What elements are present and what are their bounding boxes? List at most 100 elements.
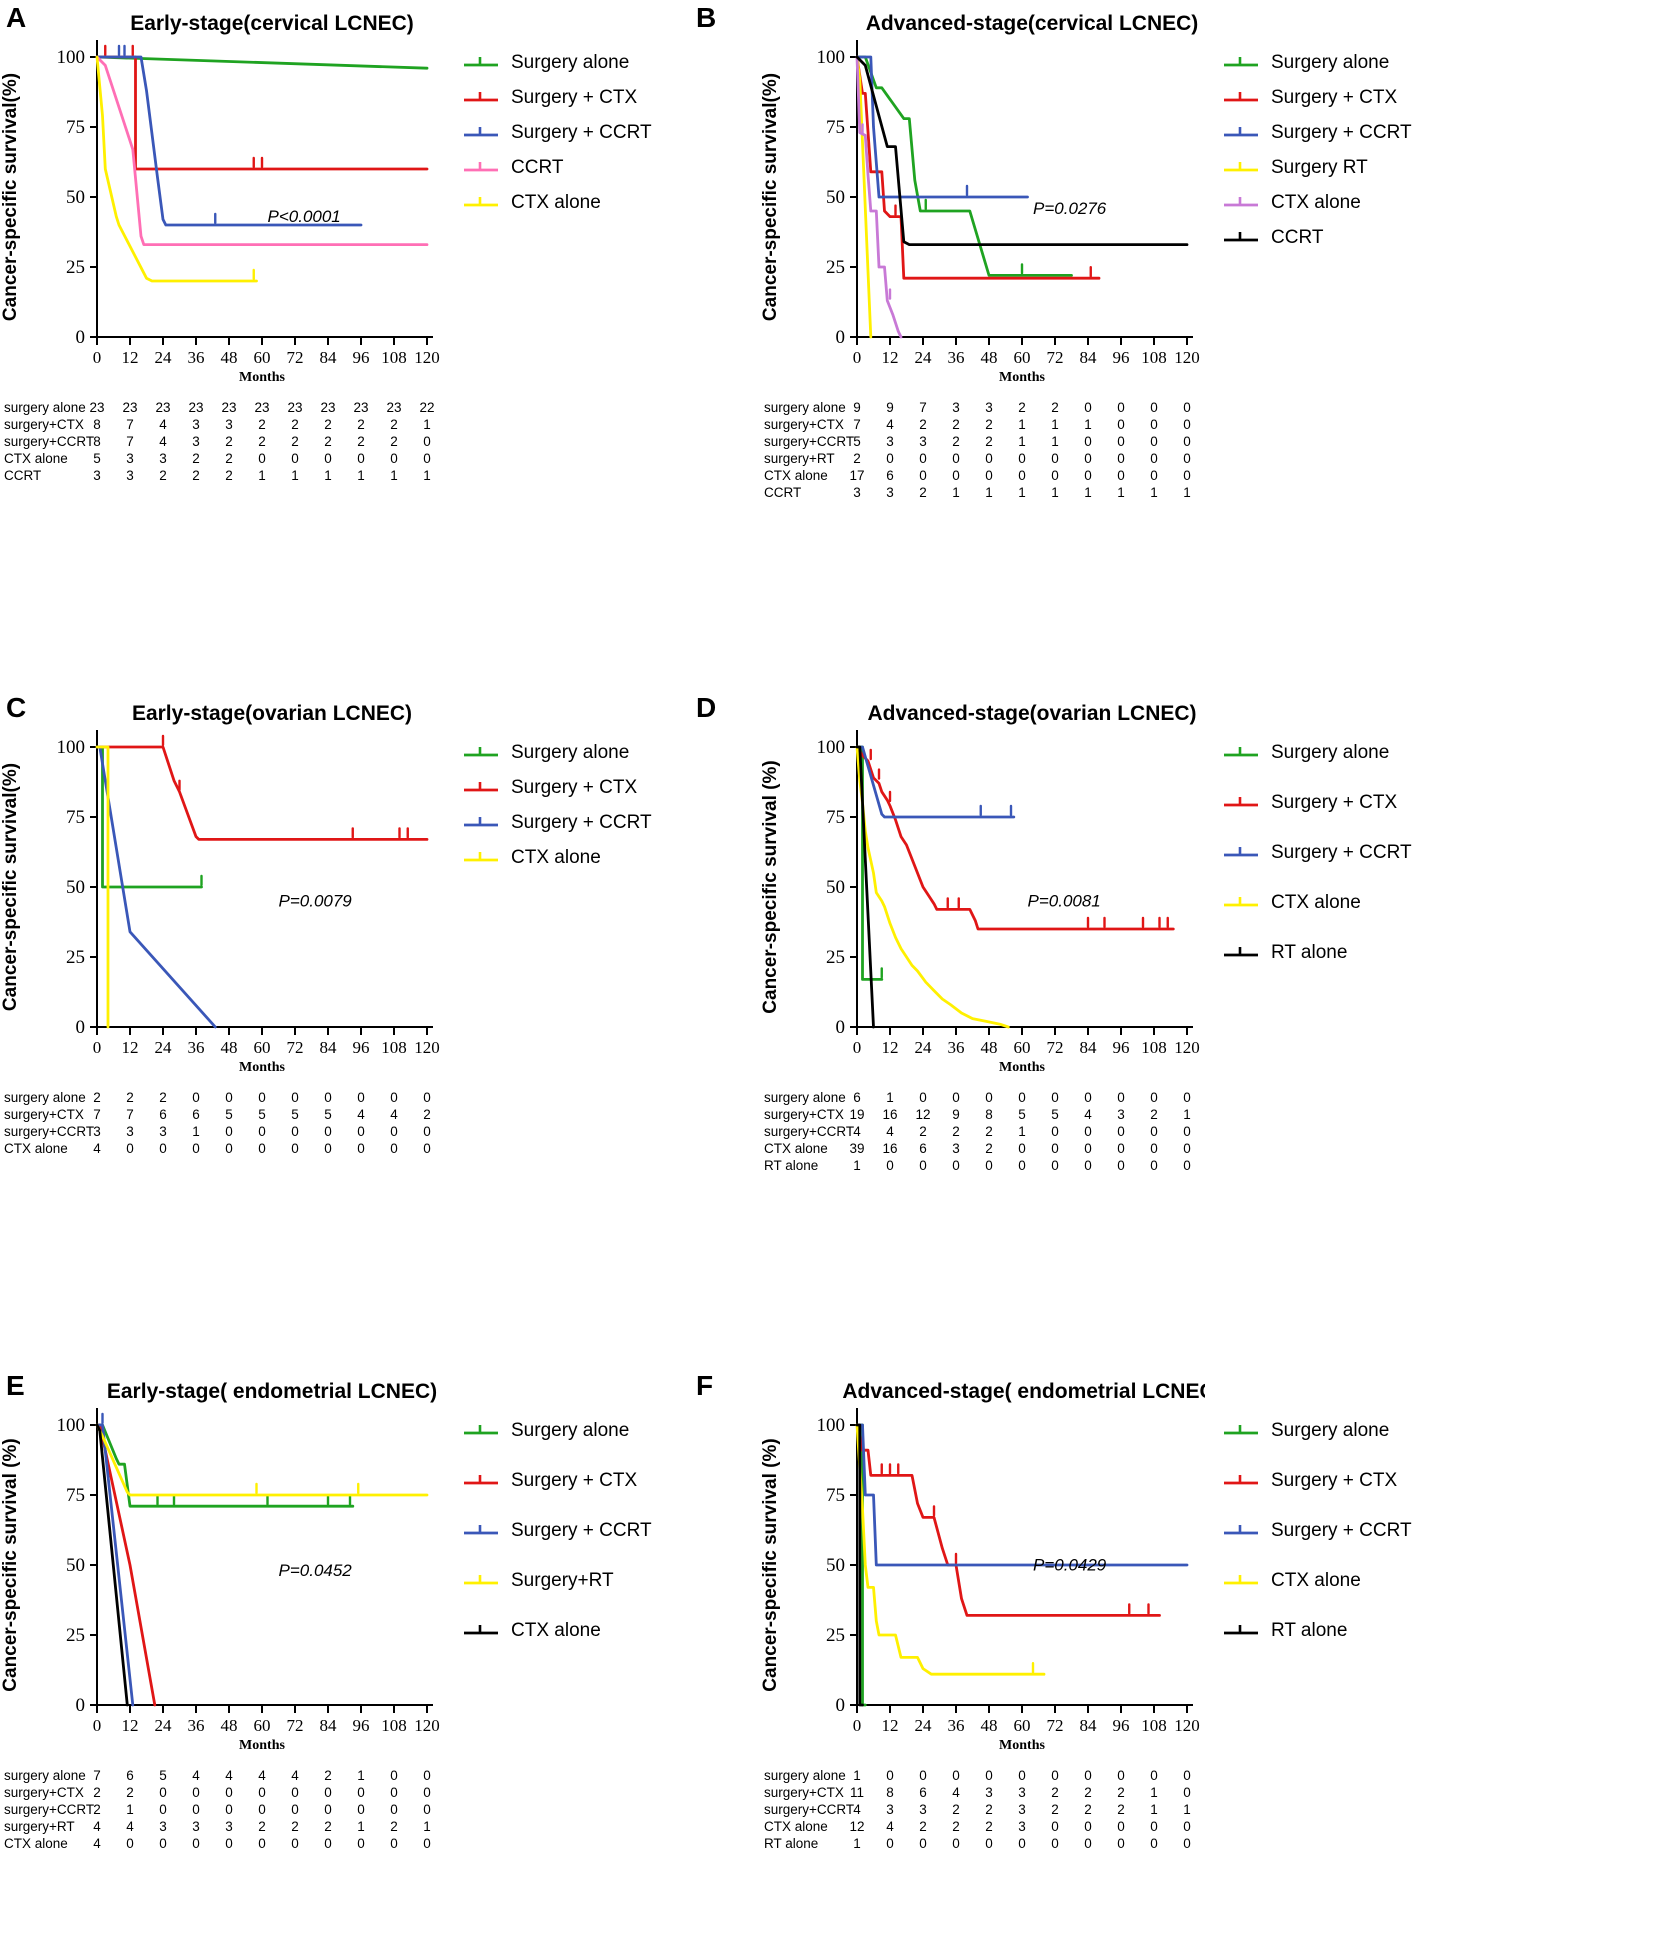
- svg-text:0: 0: [1084, 1090, 1092, 1105]
- series-surgery-ccrt: [95, 55, 363, 227]
- svg-text:0: 0: [1084, 1819, 1092, 1834]
- svg-text:0: 0: [1051, 1836, 1059, 1851]
- censor-line-icon: [1224, 232, 1258, 242]
- svg-text:2: 2: [258, 434, 266, 449]
- svg-text:2: 2: [324, 417, 332, 432]
- legend-item: Surgery + CTX: [1223, 87, 1423, 109]
- svg-text:0: 0: [1183, 417, 1191, 432]
- y-axis-label: Cancer-specific survival (%): [0, 1438, 21, 1691]
- risk-row-label: surgery+CTX: [764, 1785, 844, 1800]
- svg-text:0: 0: [1150, 1090, 1158, 1105]
- svg-text:75: 75: [826, 117, 845, 138]
- y-ticks: 0 25 50 75 100: [57, 1415, 97, 1716]
- svg-text:2: 2: [258, 1819, 266, 1834]
- panel-body-A: Early-stage(cervical LCNEC) Cancer-specif…: [0, 0, 690, 495]
- panel-body-D: Advanced-stage(ovarian LCNEC) Cancer-spec…: [690, 690, 1653, 1185]
- censor-marks-surgery-alone: [924, 198, 1024, 275]
- svg-text:23: 23: [353, 400, 368, 415]
- svg-text:2: 2: [159, 1090, 167, 1105]
- svg-text:1: 1: [853, 1836, 861, 1851]
- svg-text:4: 4: [159, 434, 167, 449]
- svg-text:0: 0: [886, 1768, 894, 1783]
- svg-text:0: 0: [1150, 400, 1158, 415]
- panel-letter-E: E: [6, 1370, 25, 1401]
- svg-text:0: 0: [1150, 1124, 1158, 1139]
- svg-text:96: 96: [353, 348, 370, 367]
- svg-text:1: 1: [423, 1819, 431, 1834]
- legend-item: CCRT: [1223, 227, 1423, 249]
- series-surgery-ctx: [95, 745, 429, 841]
- svg-text:1: 1: [1084, 485, 1092, 500]
- svg-text:0: 0: [919, 468, 927, 483]
- legend-label: Surgery + CCRT: [511, 1520, 652, 1541]
- svg-text:0: 0: [93, 1038, 102, 1057]
- svg-text:1: 1: [423, 417, 431, 432]
- censor-marks-surgery-ctx: [104, 44, 264, 169]
- svg-text:0: 0: [93, 348, 102, 367]
- svg-text:36: 36: [948, 348, 965, 367]
- risk-row-label: surgery alone: [4, 1090, 86, 1105]
- series-ctx-alone: [95, 745, 110, 1029]
- legend-label: Surgery alone: [1271, 1420, 1390, 1441]
- legend-item: CTX alone: [463, 192, 663, 214]
- risk-row-label: CTX alone: [4, 1836, 68, 1851]
- svg-text:0: 0: [1150, 451, 1158, 466]
- svg-text:5: 5: [93, 451, 101, 466]
- legend-label: CCRT: [1271, 227, 1324, 248]
- svg-text:2: 2: [1084, 1785, 1092, 1800]
- svg-text:1: 1: [1183, 485, 1191, 500]
- svg-text:12: 12: [915, 1107, 930, 1122]
- svg-text:6: 6: [126, 1768, 134, 1783]
- x-axis-label: Months: [239, 370, 285, 385]
- svg-text:2: 2: [952, 1124, 960, 1139]
- risk-row-label: surgery+CTX: [764, 1107, 844, 1122]
- svg-text:0: 0: [886, 451, 894, 466]
- series-rt-alone: [855, 1423, 864, 1707]
- legend-item: Surgery + CCRT: [1223, 1520, 1423, 1542]
- x-axis-label: Months: [999, 1738, 1045, 1753]
- svg-text:0: 0: [357, 1090, 365, 1105]
- svg-text:0: 0: [324, 1124, 332, 1139]
- svg-text:100: 100: [817, 47, 846, 68]
- svg-text:3: 3: [1018, 1819, 1026, 1834]
- svg-text:2: 2: [225, 434, 233, 449]
- svg-text:25: 25: [66, 257, 85, 278]
- svg-text:2: 2: [919, 485, 927, 500]
- series-ccrt: [855, 55, 1189, 247]
- svg-text:1: 1: [324, 468, 332, 483]
- svg-text:0: 0: [1150, 434, 1158, 449]
- svg-text:120: 120: [1174, 348, 1200, 367]
- svg-text:2: 2: [1117, 1785, 1125, 1800]
- risk-row-label: surgery+RT: [764, 451, 835, 466]
- censor-line-icon: [464, 197, 498, 207]
- censor-line-icon: [1224, 1625, 1258, 1635]
- legend-item: Surgery + CCRT: [1223, 842, 1423, 864]
- legend-C: Surgery alone Surgery + CTX Surgery + CCRT…: [463, 742, 663, 882]
- svg-text:3: 3: [985, 400, 993, 415]
- svg-text:7: 7: [126, 1107, 134, 1122]
- legend-label: RT alone: [1271, 942, 1348, 963]
- svg-text:0: 0: [291, 1124, 299, 1139]
- svg-text:2: 2: [225, 468, 233, 483]
- svg-text:2: 2: [985, 1819, 993, 1834]
- legend-item: Surgery alone: [1223, 52, 1423, 74]
- censor-line-icon: [1224, 1525, 1258, 1535]
- svg-text:2: 2: [1084, 1802, 1092, 1817]
- svg-text:84: 84: [320, 1716, 338, 1735]
- svg-text:1: 1: [853, 1768, 861, 1783]
- legend-label: CTX alone: [511, 1620, 601, 1641]
- svg-text:0: 0: [357, 1802, 365, 1817]
- svg-text:0: 0: [390, 1785, 398, 1800]
- legend-label: Surgery alone: [511, 52, 630, 73]
- svg-text:0: 0: [985, 451, 993, 466]
- svg-text:23: 23: [254, 400, 269, 415]
- chart-title: Early-stage(ovarian LCNEC): [132, 702, 412, 725]
- svg-text:0: 0: [1183, 1768, 1191, 1783]
- svg-text:1: 1: [1051, 485, 1059, 500]
- svg-text:0: 0: [357, 451, 365, 466]
- svg-text:72: 72: [1047, 348, 1064, 367]
- x-ticks: 0 12 24 36 48 60 72 84 96 108 120: [93, 1027, 440, 1057]
- svg-text:0: 0: [919, 1836, 927, 1851]
- svg-text:24: 24: [915, 1038, 933, 1057]
- svg-text:0: 0: [886, 1158, 894, 1173]
